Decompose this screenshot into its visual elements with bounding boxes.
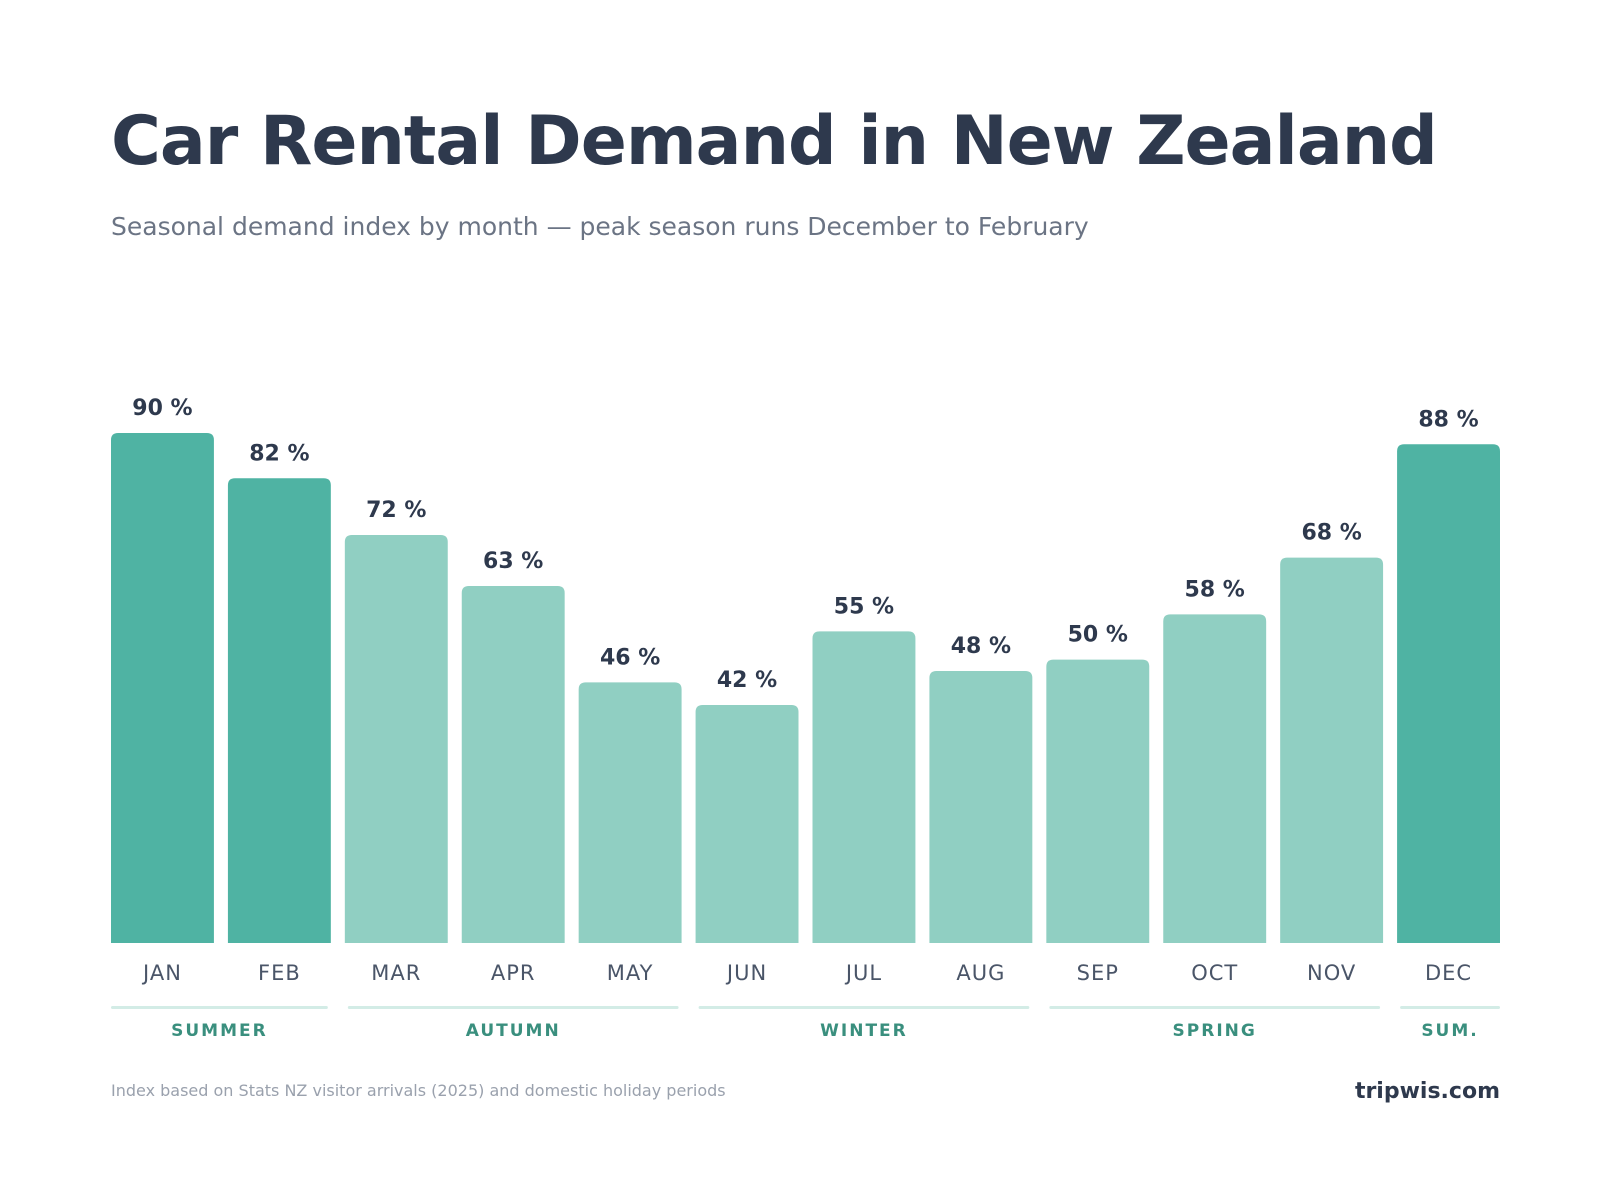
month-label-sep: SEP	[1077, 961, 1119, 985]
bar-sep	[1046, 659, 1150, 943]
value-label-sep: 50 %	[1068, 623, 1128, 648]
value-label-aug: 48 %	[951, 634, 1011, 659]
value-label-mar: 72 %	[366, 498, 426, 523]
month-label-may: MAY	[607, 961, 654, 985]
season-label-0: SUMMER	[171, 1021, 268, 1041]
month-label-jul: JUL	[844, 961, 882, 985]
season-label-1: AUTUMN	[466, 1021, 561, 1041]
bar-jan	[111, 432, 214, 943]
season-label-4: SUM.	[1421, 1021, 1478, 1041]
value-label-jan: 90 %	[132, 396, 192, 421]
month-label-jan: JAN	[141, 961, 182, 985]
chart-subtitle: Seasonal demand index by month — peak se…	[111, 212, 1089, 241]
bar-nov	[1280, 557, 1384, 943]
season-divider-line	[1049, 1006, 1381, 1009]
value-label-dec: 88 %	[1418, 407, 1478, 432]
season-divider-line	[1400, 1006, 1500, 1009]
bar-feb	[227, 478, 331, 943]
month-label-dec: DEC	[1425, 961, 1472, 985]
value-label-feb: 82 %	[249, 441, 309, 466]
season-divider-line	[111, 1006, 328, 1009]
value-label-oct: 58 %	[1185, 577, 1245, 602]
value-label-apr: 63 %	[483, 549, 543, 574]
bar-dec	[1397, 444, 1500, 943]
footer-source-note: Index based on Stats NZ visitor arrivals…	[111, 1081, 726, 1100]
month-label-apr: APR	[491, 961, 536, 985]
bar-apr	[461, 585, 565, 943]
bar-chart: 90 % JAN 82 % FEB 72 % MAR 63 % APR 46 % MAY 42 % J…	[111, 396, 1500, 1041]
month-label-jun: JUN	[725, 961, 767, 985]
month-label-oct: OCT	[1191, 961, 1238, 985]
value-label-jun: 42 %	[717, 668, 777, 693]
bar-oct	[1163, 614, 1267, 943]
season-label-2: WINTER	[820, 1021, 908, 1041]
chart-title: Car Rental Demand in New Zealand	[111, 102, 1438, 181]
bar-mar	[344, 534, 448, 943]
season-divider-line	[347, 1006, 679, 1009]
bar-may	[578, 682, 682, 943]
month-label-feb: FEB	[258, 961, 301, 985]
season-divider-line	[698, 1006, 1030, 1009]
month-label-nov: NOV	[1307, 961, 1356, 985]
season-label-3: SPRING	[1173, 1021, 1257, 1041]
footer-brand-logo: tripwis.com	[1354, 1079, 1500, 1104]
bar-aug	[929, 670, 1033, 943]
value-label-nov: 68 %	[1301, 521, 1361, 546]
value-label-may: 46 %	[600, 645, 660, 670]
month-label-aug: AUG	[956, 961, 1005, 985]
month-label-mar: MAR	[371, 961, 421, 985]
value-label-jul: 55 %	[834, 594, 894, 619]
bar-jun	[695, 704, 799, 943]
bar-jul	[812, 631, 916, 943]
